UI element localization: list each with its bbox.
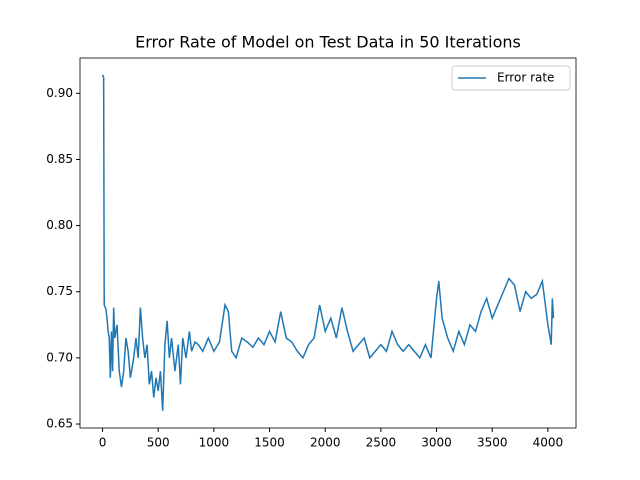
y-tick-label: 0.75: [46, 284, 73, 298]
x-tick-label: 3500: [477, 436, 508, 450]
plot-frame: [79, 57, 577, 429]
x-tick-label: 4000: [533, 436, 564, 450]
y-tick-label: 0.80: [46, 218, 73, 232]
y-tick-label: 0.65: [46, 417, 73, 431]
x-tick-label: 500: [147, 436, 170, 450]
legend-label: Error rate: [497, 71, 554, 85]
x-tick-label: 2000: [310, 436, 341, 450]
x-tick-label: 1000: [199, 436, 230, 450]
y-tick-label: 0.85: [46, 152, 73, 166]
x-tick-label: 0: [99, 436, 107, 450]
y-tick-label: 0.90: [46, 86, 73, 100]
x-tick-label: 3000: [421, 436, 452, 450]
x-tick-label: 2500: [366, 436, 397, 450]
y-tick-label: 0.70: [46, 350, 73, 364]
legend-box: [451, 65, 571, 91]
x-tick-label: 1500: [254, 436, 285, 450]
chart-title: Error Rate of Model on Test Data in 50 I…: [135, 33, 521, 52]
data-line: [101, 74, 555, 411]
